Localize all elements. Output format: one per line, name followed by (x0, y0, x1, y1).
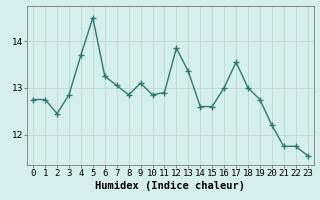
X-axis label: Humidex (Indice chaleur): Humidex (Indice chaleur) (95, 181, 245, 191)
